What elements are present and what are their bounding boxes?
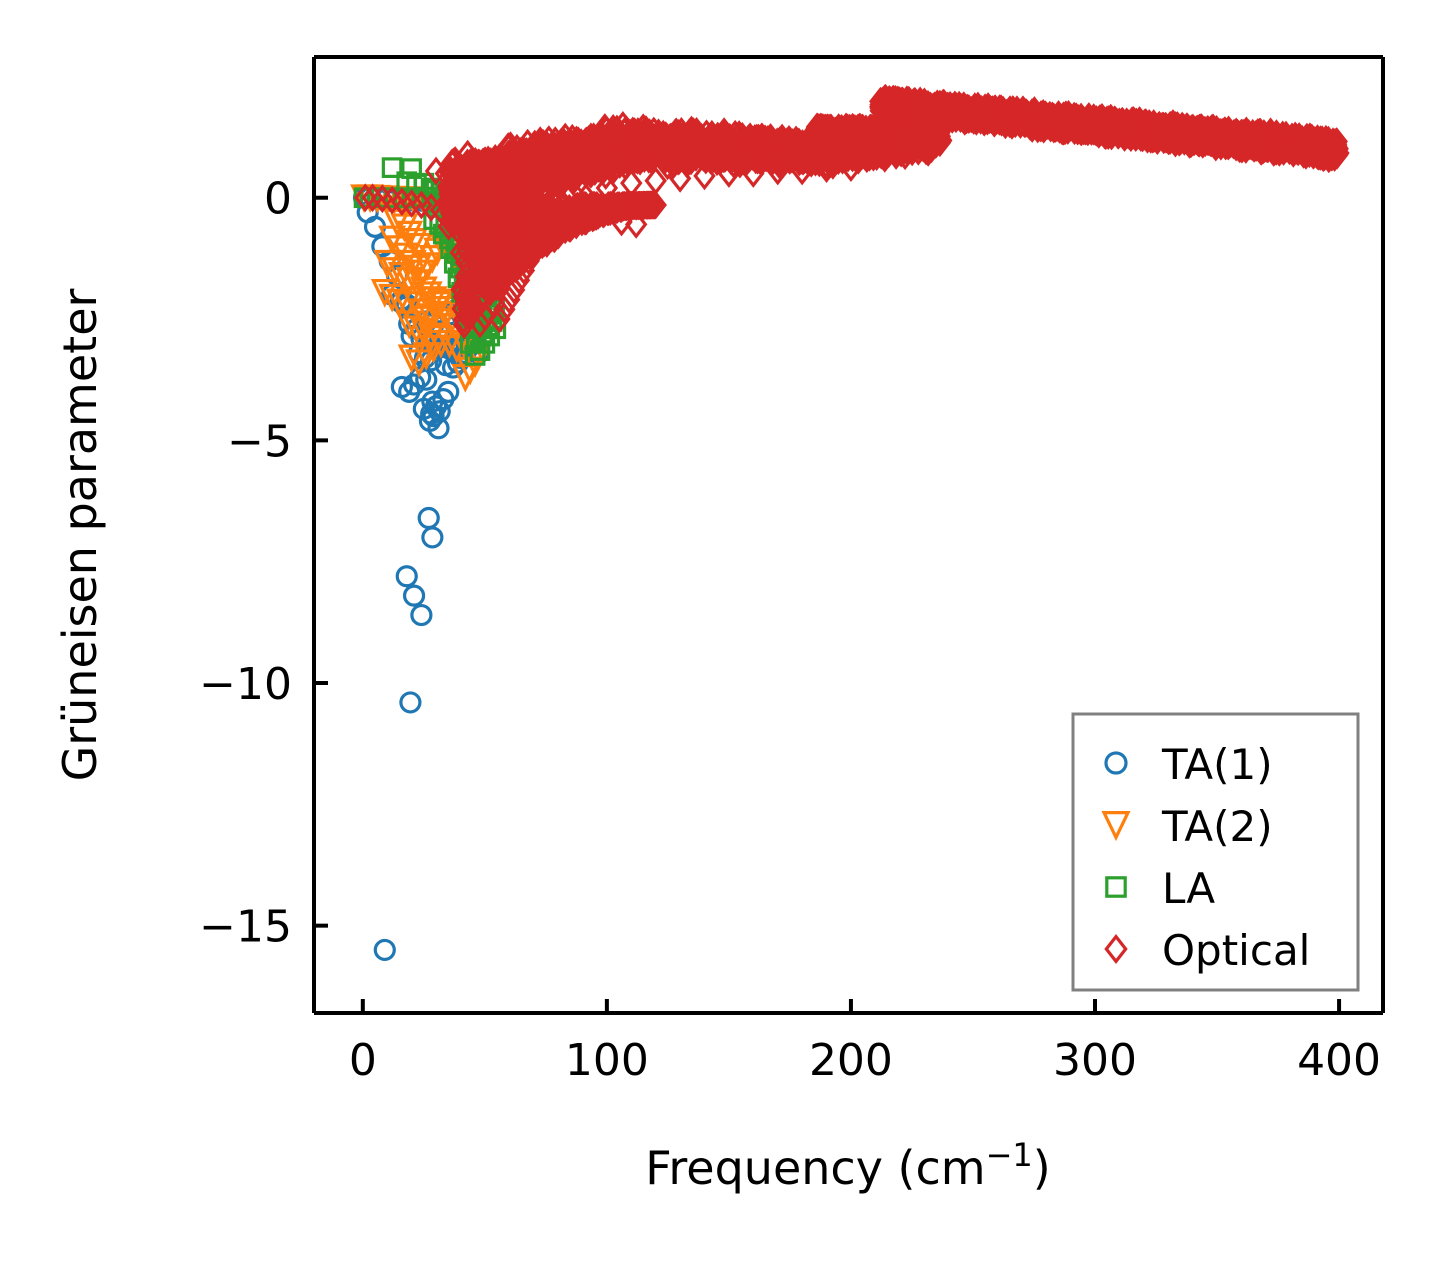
data-point [402, 584, 426, 607]
series-optical [354, 83, 1350, 340]
data-point [493, 294, 516, 324]
data-point [538, 191, 561, 220]
data-point [630, 130, 653, 160]
data-point [544, 131, 567, 161]
data-point [771, 133, 794, 163]
data-point [583, 133, 606, 162]
data-point [605, 135, 628, 164]
data-point [378, 225, 407, 255]
data-point [550, 143, 573, 173]
data-point [574, 206, 598, 236]
data-point [628, 190, 652, 220]
data-point [395, 565, 418, 588]
data-point [713, 126, 737, 156]
data-point [454, 262, 477, 292]
data-point [498, 285, 521, 315]
data-point [467, 158, 491, 188]
data-point [637, 133, 661, 163]
data-point [485, 272, 508, 302]
data-point [476, 267, 499, 297]
data-point [478, 249, 502, 278]
data-point [381, 157, 403, 178]
data-point [636, 190, 659, 220]
data-point [518, 149, 542, 179]
data-point [412, 397, 435, 420]
data-point [599, 122, 623, 152]
data-point [540, 167, 564, 197]
data-point [535, 164, 559, 194]
series-ta2 [350, 184, 514, 393]
data-point [473, 223, 496, 253]
data-point [748, 130, 772, 160]
data-point [385, 288, 414, 318]
data-point [421, 526, 444, 549]
data-point [437, 380, 460, 403]
data-point [510, 236, 534, 266]
data-point [385, 235, 414, 265]
data-point [399, 691, 422, 714]
data-point [463, 265, 486, 295]
data-point [506, 162, 529, 192]
data-point [455, 301, 478, 331]
data-point [457, 268, 480, 298]
data-point [488, 304, 511, 334]
data-point [487, 218, 510, 248]
data-point [632, 190, 655, 220]
data-point [738, 122, 762, 152]
data-series-layer [350, 83, 1350, 962]
data-point [460, 213, 483, 242]
data-point [693, 137, 717, 167]
data-point [454, 248, 478, 277]
data-point [476, 196, 500, 225]
data-point [410, 603, 433, 627]
data-point [546, 207, 570, 237]
data-point [595, 115, 618, 145]
data-point [552, 203, 575, 233]
data-point [512, 243, 536, 273]
data-point [605, 192, 628, 221]
data-point [476, 157, 499, 187]
data-point [449, 238, 473, 267]
data-point [401, 158, 422, 179]
data-point [495, 215, 519, 245]
data-point [456, 294, 480, 323]
data-point [571, 200, 594, 229]
data-point [531, 128, 555, 158]
data-point [612, 138, 636, 168]
data-point [594, 161, 617, 191]
data-point [426, 329, 455, 359]
data-point [598, 193, 621, 222]
data-point [653, 124, 677, 154]
data-point [597, 197, 620, 226]
data-point [501, 255, 524, 285]
data-point [727, 148, 751, 178]
data-point [397, 344, 426, 374]
data-point [475, 191, 498, 221]
data-point [636, 119, 659, 149]
data-point [354, 183, 377, 213]
data-point [787, 134, 810, 164]
data-point [499, 152, 523, 182]
data-point [454, 193, 477, 223]
data-point [624, 210, 648, 239]
data-point [540, 217, 563, 247]
data-point [675, 132, 698, 161]
data-point [477, 232, 500, 262]
data-point [821, 151, 845, 180]
data-point [373, 938, 396, 962]
data-point [580, 151, 603, 181]
